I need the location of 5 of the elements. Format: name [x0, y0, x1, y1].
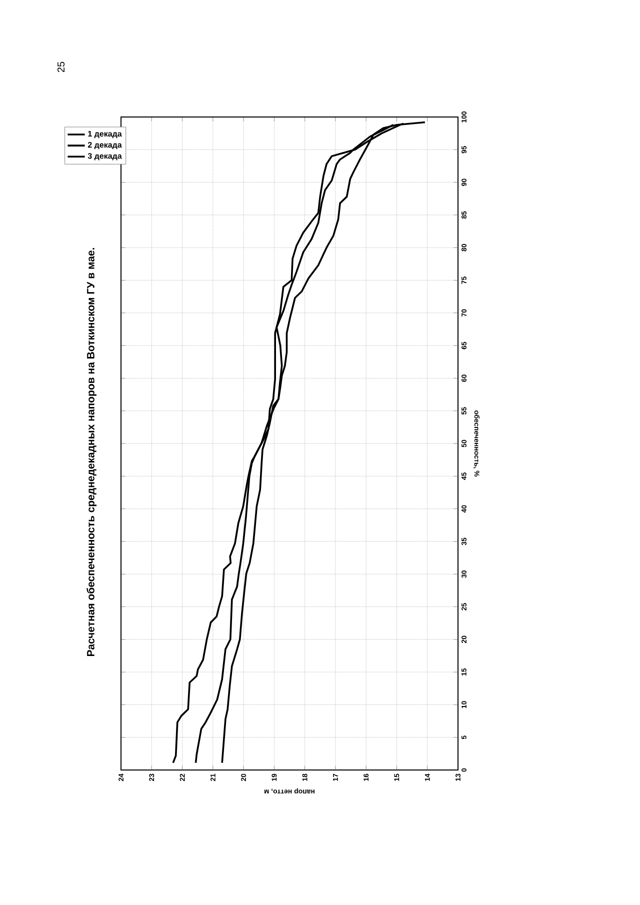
legend-label: 2 декада — [88, 142, 122, 150]
legend-label: 1 декада — [88, 130, 122, 138]
text: Расчетная обеспеченность среднедекадных напоров на Воткинском ГУ в мае. — [86, 248, 96, 656]
text: 25 — [57, 62, 65, 72]
legend-label: 3 декада — [88, 153, 122, 160]
